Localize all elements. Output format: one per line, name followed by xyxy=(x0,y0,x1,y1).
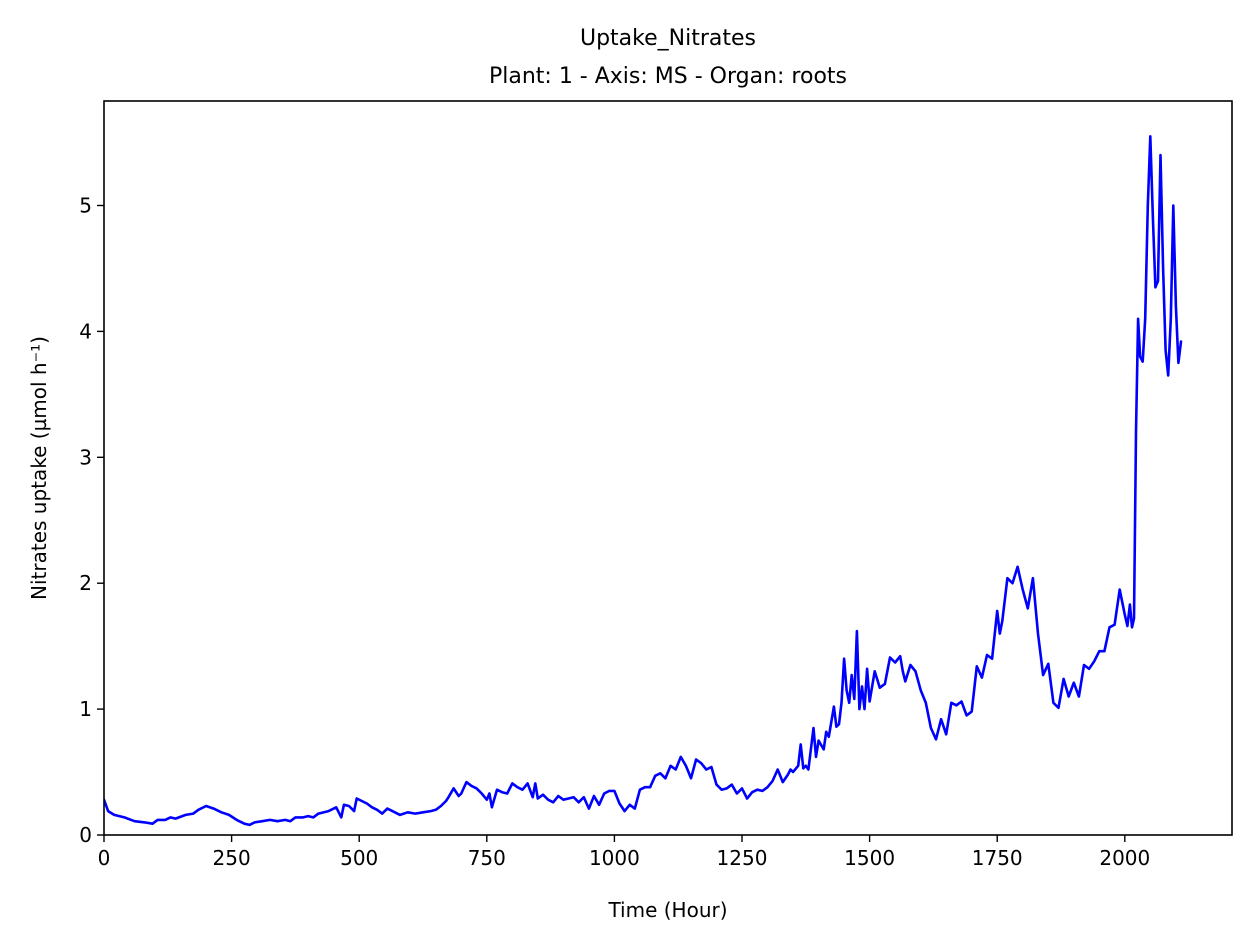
y-tick-label: 4 xyxy=(79,319,92,343)
x-axis-label: Time (Hour) xyxy=(607,898,727,922)
x-tick-label: 1000 xyxy=(589,846,640,870)
series-line-0 xyxy=(104,135,1183,827)
x-tick-label: 750 xyxy=(468,846,506,870)
x-tick-label: 500 xyxy=(340,846,378,870)
chart-subtitle: Plant: 1 - Axis: MS - Organ: roots xyxy=(489,64,847,89)
y-tick-label: 5 xyxy=(79,193,92,217)
x-tick-label: 0 xyxy=(98,846,111,870)
y-tick-label: 1 xyxy=(79,697,92,721)
series-layer xyxy=(104,135,1183,827)
y-tick-label: 3 xyxy=(79,445,92,469)
plot-frame xyxy=(103,100,1233,836)
x-tick-label: 1500 xyxy=(844,846,895,870)
x-tick-label: 1750 xyxy=(972,846,1023,870)
plot-area: 0 250 500 750 1000 1250 1500 1750 2000 0 1 2 3 4 5 xyxy=(79,100,1233,870)
x-tick-label: 250 xyxy=(213,846,251,870)
chart-title: Uptake_Nitrates xyxy=(580,26,756,51)
y-tick-label: 0 xyxy=(79,823,92,847)
x-axis-ticks: 0 250 500 750 1000 1250 1500 1750 2000 xyxy=(98,835,1150,870)
y-axis-ticks: 0 1 2 3 4 5 xyxy=(79,193,104,847)
y-tick-label: 2 xyxy=(79,571,92,595)
y-axis-label: Nitrates uptake (µmol h⁻¹) xyxy=(27,336,51,600)
x-tick-label: 1250 xyxy=(717,846,768,870)
x-tick-label: 2000 xyxy=(1099,846,1150,870)
